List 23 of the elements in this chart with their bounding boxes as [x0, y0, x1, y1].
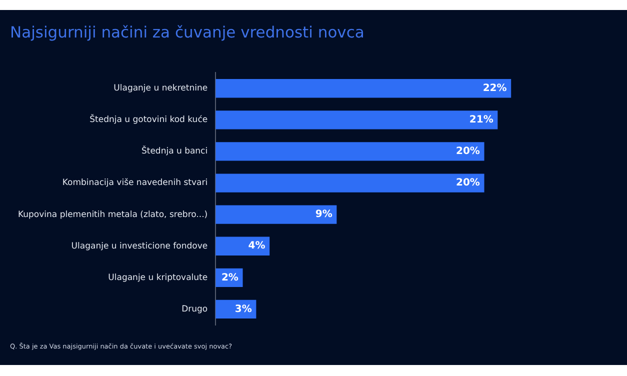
y-tick-label: Kupovina plemenitih metala (zlato, srebro...) — [18, 210, 208, 220]
bar — [216, 79, 512, 98]
bar — [216, 174, 484, 192]
y-tick-label: Drugo — [182, 304, 208, 314]
y-tick-label: Štednja u gotovini kod kuće — [90, 114, 208, 126]
y-tick-label: Kombinacija više navedenih stvari — [62, 178, 208, 188]
y-tick-label: Ulaganje u nekretnine — [114, 84, 208, 94]
chart-title: Najsigurniji načini za čuvanje vrednosti novca — [10, 23, 364, 42]
data-label: 21% — [469, 114, 494, 126]
bar — [216, 110, 498, 130]
data-label: 2% — [221, 272, 238, 284]
data-label: 4% — [248, 240, 266, 252]
bar — [216, 142, 484, 161]
data-label: 9% — [315, 209, 332, 220]
data-label: 3% — [234, 304, 252, 315]
data-label: 20% — [456, 146, 480, 158]
bar — [216, 236, 270, 256]
bar — [216, 205, 337, 224]
y-tick-label: Ulaganje u investicione fondove — [71, 241, 208, 252]
data-label: 22% — [482, 82, 507, 94]
data-label: 20% — [456, 178, 480, 189]
y-tick-label: Štednja u banci — [141, 146, 208, 157]
y-tick-label: Ulaganje u kriptovalute — [108, 272, 208, 283]
